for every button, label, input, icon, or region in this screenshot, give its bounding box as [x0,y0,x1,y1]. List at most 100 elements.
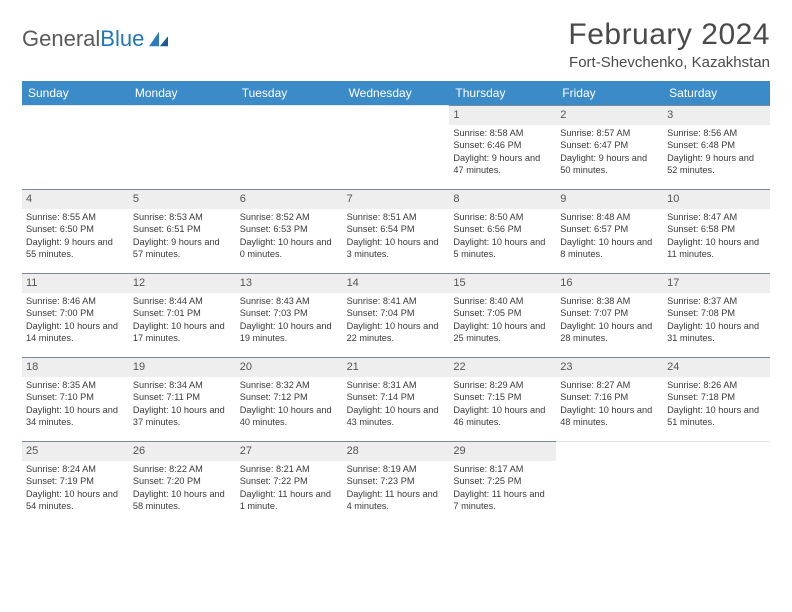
day-number: 12 [129,274,236,293]
day-number: 28 [343,442,450,461]
day-number: 5 [129,190,236,209]
day-cell [129,105,236,189]
sunset-text: Sunset: 7:10 PM [26,391,125,403]
sunrise-text: Sunrise: 8:31 AM [347,379,446,391]
day-cell: 25Sunrise: 8:24 AMSunset: 7:19 PMDayligh… [22,441,129,525]
day-cell: 16Sunrise: 8:38 AMSunset: 7:07 PMDayligh… [556,273,663,357]
day-cell: 9Sunrise: 8:48 AMSunset: 6:57 PMDaylight… [556,189,663,273]
daylight-text: Daylight: 9 hours and 52 minutes. [667,152,766,177]
sunset-text: Sunset: 6:51 PM [133,223,232,235]
day-number: 17 [663,274,770,293]
sunrise-text: Sunrise: 8:48 AM [560,211,659,223]
day-number: 22 [449,358,556,377]
sunset-text: Sunset: 7:00 PM [26,307,125,319]
title-block: February 2024 Fort-Shevchenko, Kazakhsta… [568,18,770,71]
day-cell: 17Sunrise: 8:37 AMSunset: 7:08 PMDayligh… [663,273,770,357]
daylight-text: Daylight: 9 hours and 55 minutes. [26,236,125,261]
day-number: 29 [449,442,556,461]
day-cell: 2Sunrise: 8:57 AMSunset: 6:47 PMDaylight… [556,105,663,189]
day-number-empty [236,106,343,125]
sunrise-text: Sunrise: 8:22 AM [133,463,232,475]
sunrise-text: Sunrise: 8:17 AM [453,463,552,475]
day-cell: 12Sunrise: 8:44 AMSunset: 7:01 PMDayligh… [129,273,236,357]
day-cell: 21Sunrise: 8:31 AMSunset: 7:14 PMDayligh… [343,357,450,441]
day-cell: 5Sunrise: 8:53 AMSunset: 6:51 PMDaylight… [129,189,236,273]
day-cell: 27Sunrise: 8:21 AMSunset: 7:22 PMDayligh… [236,441,343,525]
day-number: 3 [663,106,770,125]
sunset-text: Sunset: 6:54 PM [347,223,446,235]
daylight-text: Daylight: 10 hours and 22 minutes. [347,320,446,345]
sunset-text: Sunset: 7:20 PM [133,475,232,487]
sunset-text: Sunset: 6:53 PM [240,223,339,235]
sunrise-text: Sunrise: 8:52 AM [240,211,339,223]
day-cell: 26 Sunrise: 8:22 AMSunset: 7:20 PMDayligh… [129,441,236,525]
sunset-text: Sunset: 7:07 PM [560,307,659,319]
day-cell: 20Sunrise: 8:32 AMSunset: 7:12 PMDayligh… [236,357,343,441]
day-cell: 4Sunrise: 8:55 AMSunset: 6:50 PMDaylight… [22,189,129,273]
sunset-text: Sunset: 7:04 PM [347,307,446,319]
sunrise-text: Sunrise: 8:43 AM [240,295,339,307]
weekday-monday: Monday [129,81,236,105]
sunset-text: Sunset: 7:03 PM [240,307,339,319]
daylight-text: Daylight: 10 hours and 17 minutes. [133,320,232,345]
sunset-text: Sunset: 7:12 PM [240,391,339,403]
sunrise-text: Sunrise: 8:46 AM [26,295,125,307]
daylight-text: Daylight: 10 hours and 31 minutes. [667,320,766,345]
day-number-empty [343,106,450,125]
daylight-text: Daylight: 9 hours and 50 minutes. [560,152,659,177]
day-number: 10 [663,190,770,209]
day-number-empty [556,442,663,461]
sunset-text: Sunset: 7:23 PM [347,475,446,487]
sunset-text: Sunset: 7:22 PM [240,475,339,487]
sunrise-text: Sunrise: 8:34 AM [133,379,232,391]
day-cell: 3Sunrise: 8:56 AMSunset: 6:48 PMDaylight… [663,105,770,189]
day-cell: 7Sunrise: 8:51 AMSunset: 6:54 PMDaylight… [343,189,450,273]
daylight-text: Daylight: 10 hours and 14 minutes. [26,320,125,345]
sunrise-text: Sunrise: 8:50 AM [453,211,552,223]
sunrise-text: Sunrise: 8:44 AM [133,295,232,307]
daylight-text: Daylight: 10 hours and 48 minutes. [560,404,659,429]
sunrise-text: Sunrise: 8:41 AM [347,295,446,307]
day-number-empty [129,106,236,125]
day-cell [22,105,129,189]
day-cell: 28Sunrise: 8:19 AMSunset: 7:23 PMDayligh… [343,441,450,525]
sunrise-text: Sunrise: 8:55 AM [26,211,125,223]
sunrise-text: Sunrise: 8:57 AM [560,127,659,139]
sail-icon [148,30,170,48]
weekday-friday: Friday [556,81,663,105]
daylight-text: Daylight: 10 hours and 5 minutes. [453,236,552,261]
day-cell [663,441,770,525]
day-cell: 23Sunrise: 8:27 AMSunset: 7:16 PMDayligh… [556,357,663,441]
sunrise-text: Sunrise: 8:21 AM [240,463,339,475]
sunrise-text: Sunrise: 8:53 AM [133,211,232,223]
daylight-text: Daylight: 9 hours and 47 minutes. [453,152,552,177]
daylight-text: Daylight: 11 hours and 1 minute. [240,488,339,513]
day-cell [343,105,450,189]
day-cell: 19Sunrise: 8:34 AMSunset: 7:11 PMDayligh… [129,357,236,441]
calendar-grid: 1Sunrise: 8:58 AMSunset: 6:46 PMDaylight… [22,105,770,525]
daylight-text: Daylight: 10 hours and 46 minutes. [453,404,552,429]
brand-name-2: Blue [100,26,144,51]
sunset-text: Sunset: 7:25 PM [453,475,552,487]
sunset-text: Sunset: 6:50 PM [26,223,125,235]
sunset-text: Sunset: 7:05 PM [453,307,552,319]
daylight-text: Daylight: 11 hours and 4 minutes. [347,488,446,513]
day-cell: 1Sunrise: 8:58 AMSunset: 6:46 PMDaylight… [449,105,556,189]
day-number: 16 [556,274,663,293]
day-cell: 10Sunrise: 8:47 AMSunset: 6:58 PMDayligh… [663,189,770,273]
sunset-text: Sunset: 6:46 PM [453,139,552,151]
sunset-text: Sunset: 7:15 PM [453,391,552,403]
day-number: 26 [129,442,236,461]
sunrise-text: Sunrise: 8:24 AM [26,463,125,475]
weekday-saturday: Saturday [663,81,770,105]
day-cell: 8Sunrise: 8:50 AMSunset: 6:56 PMDaylight… [449,189,556,273]
day-cell: 6Sunrise: 8:52 AMSunset: 6:53 PMDaylight… [236,189,343,273]
daylight-text: Daylight: 10 hours and 58 minutes. [133,488,232,513]
daylight-text: Daylight: 10 hours and 51 minutes. [667,404,766,429]
sunrise-text: Sunrise: 8:51 AM [347,211,446,223]
weekday-header-row: SundayMondayTuesdayWednesdayThursdayFrid… [22,81,770,105]
day-cell [236,105,343,189]
header: GeneralBlue February 2024 Fort-Shevchenk… [22,18,770,71]
daylight-text: Daylight: 10 hours and 40 minutes. [240,404,339,429]
day-number-empty [22,106,129,125]
